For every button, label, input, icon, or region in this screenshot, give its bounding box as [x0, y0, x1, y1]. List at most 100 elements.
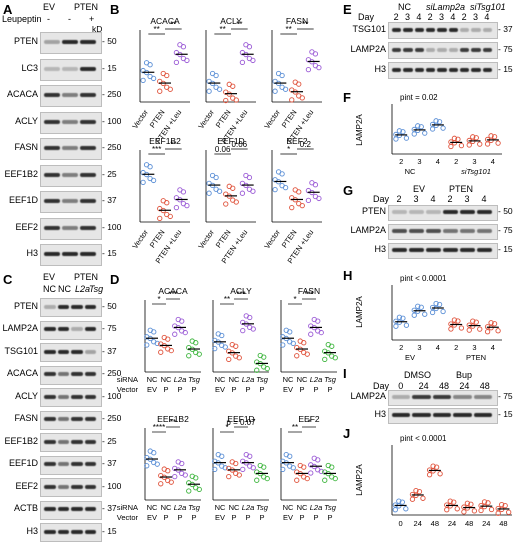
blot-band — [62, 199, 78, 203]
h-plot-point — [433, 300, 439, 307]
f-day: 2 — [399, 157, 403, 166]
f-plot-point — [477, 141, 483, 147]
d-plot-point — [229, 459, 235, 465]
d-plot-point — [280, 334, 286, 340]
d-plot-point — [151, 459, 157, 466]
e-day: 2 — [427, 12, 433, 22]
mw-marker: - 75 — [498, 391, 513, 401]
b-plot-point — [305, 197, 312, 204]
d-sirna: L2a — [310, 375, 323, 384]
d-plot-point — [257, 352, 263, 359]
d-plot-title: FASN — [298, 286, 320, 296]
f-plot-point — [415, 123, 421, 129]
b-plot-point — [180, 55, 187, 62]
d-plot-point — [315, 467, 321, 473]
blot-band — [437, 27, 447, 32]
blot-band — [44, 507, 56, 511]
j-plot-point — [451, 499, 457, 505]
d-plot-point — [315, 328, 321, 334]
blot-band — [44, 372, 56, 376]
blot-band — [414, 47, 424, 52]
blot-band — [471, 47, 481, 52]
b-xcat: Vector — [262, 228, 282, 251]
d-plot-point — [144, 342, 150, 348]
d-plot-point — [186, 480, 192, 486]
e-day: 3 — [405, 12, 411, 22]
blot-band — [84, 372, 96, 376]
d-plot-point — [297, 338, 303, 344]
h-plot-point — [477, 326, 483, 332]
b-plot-point — [309, 180, 315, 186]
blot-band — [44, 146, 60, 150]
blot-band — [437, 67, 447, 72]
mw-marker: - 15 — [102, 248, 117, 258]
d-plot-point — [283, 452, 289, 458]
b-plot-point — [160, 198, 166, 204]
d-sirna: NC — [215, 375, 226, 384]
h-day: 2 — [454, 343, 458, 352]
panel-label-b: B — [110, 2, 120, 17]
e-day: 3 — [439, 12, 445, 22]
mw-marker: - 15 — [102, 62, 117, 73]
j-plot-point — [478, 507, 484, 514]
blot-label: ACACA — [6, 89, 38, 99]
c-hdr-tsg: Tsg — [89, 284, 104, 294]
d-plot-point — [254, 359, 260, 365]
d-plot-point — [261, 364, 267, 370]
blot-band — [44, 66, 60, 71]
blot-band — [392, 47, 402, 52]
blot-band — [473, 395, 492, 399]
d-vector: EV — [147, 513, 157, 522]
blot-band — [44, 93, 60, 97]
mw-marker: - 15 — [102, 525, 117, 536]
d-plot-point — [165, 346, 171, 352]
blot-band — [80, 146, 96, 150]
d-plot-point — [172, 323, 178, 329]
b-plot-point — [305, 66, 312, 73]
f-pint: pint = 0.02 — [400, 93, 438, 102]
b-xcat: Vector — [130, 108, 150, 131]
f-plot-point — [400, 129, 406, 135]
e-hdr-sitsg: siTsg101 — [470, 2, 506, 12]
d-vector: EV — [215, 513, 225, 522]
d-sirna: NC — [215, 503, 226, 512]
b-plot-point — [243, 42, 249, 48]
i-day: 0 — [398, 381, 404, 391]
d-plot-point — [254, 367, 260, 373]
d-plot-point — [243, 313, 249, 319]
i-hdr-bup: Bup — [456, 370, 473, 380]
d-sirna: NC — [297, 375, 308, 384]
d-plot-point — [144, 334, 150, 340]
b-xcat: Vector — [130, 228, 150, 251]
j-plot-point — [430, 463, 436, 469]
blot-band — [392, 248, 407, 252]
e-day: 4 — [450, 12, 456, 22]
panel-label-g: G — [343, 183, 354, 198]
d-plot-sig: **** — [153, 423, 165, 432]
blot-band — [448, 27, 458, 32]
d-vector: P — [191, 513, 196, 522]
b-plot-point — [279, 183, 285, 189]
b-plot-point — [160, 70, 166, 77]
d-plot-title: EEF1D — [227, 414, 254, 424]
h-day: 4 — [491, 343, 495, 352]
h-plot-point — [400, 315, 406, 321]
blot-band — [392, 27, 402, 32]
d-plot-point — [158, 349, 164, 355]
f-plot-point — [411, 131, 417, 137]
j-plot-point — [468, 501, 474, 507]
d-plot-point — [189, 338, 195, 344]
h-group: EV — [405, 353, 415, 362]
blot-band — [44, 172, 60, 177]
d-plot-point — [294, 469, 300, 475]
b-plot-point — [230, 95, 236, 101]
blot-band — [80, 119, 96, 124]
f-group: siTsg101 — [461, 167, 491, 176]
d-plot-point — [297, 462, 303, 469]
d-vector: P — [177, 513, 182, 522]
d-plot-point — [219, 342, 225, 348]
f-group: NC — [405, 167, 416, 176]
d-vector: EV — [215, 385, 225, 394]
j-plot-point — [499, 502, 505, 508]
f-plot-point — [491, 134, 498, 140]
